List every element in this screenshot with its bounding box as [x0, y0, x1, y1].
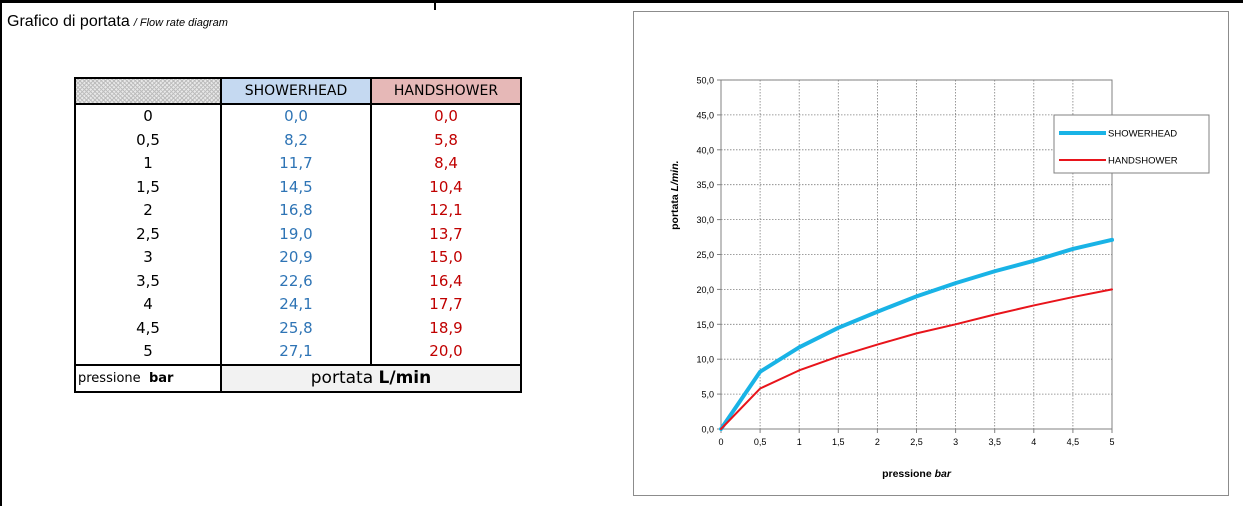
x-axis-label-unit: bar	[935, 468, 952, 480]
legend-label: SHOWERHEAD	[1108, 129, 1177, 140]
y-axis-label-unit: L/min.	[669, 160, 681, 191]
showerhead-cell: 0,0	[221, 104, 372, 129]
handshower-cell: 5,8	[371, 128, 522, 152]
showerhead-cell: 27,1	[221, 340, 372, 366]
header-hatch-cell	[74, 77, 222, 105]
flow-label: portata	[310, 367, 374, 388]
showerhead-cell: 11,7	[221, 152, 372, 176]
flow-rate-table: SHOWERHEAD HANDSHOWER 0 0,0 0,0 0,5 8,2 5,8 1 1…	[74, 77, 522, 393]
legend-box	[1053, 114, 1210, 174]
table-row: 4,5 25,8 18,9	[74, 316, 522, 340]
y-tick-label: 20,0	[696, 285, 714, 295]
showerhead-cell: 19,0	[221, 222, 372, 246]
footer-pressure: pressione bar	[74, 363, 222, 393]
chart-container: 0,0 5,0 10,0 15,0 20,0 25,0 30,0 35,0 40,0 45,0 50…	[633, 11, 1229, 496]
header-showerhead: SHOWERHEAD	[220, 77, 372, 105]
y-tick-label: 40,0	[696, 145, 714, 155]
x-tick-label: 5	[1109, 437, 1114, 447]
handshower-cell: 10,4	[371, 175, 522, 199]
table-row: 5 27,1 20,0	[74, 340, 522, 366]
pressure-cell: 2	[74, 199, 222, 223]
x-tick-label: 1,5	[832, 437, 845, 447]
x-tick-label: 4	[1031, 437, 1036, 447]
y-tick-label: 30,0	[696, 215, 714, 225]
handshower-cell: 12,1	[371, 199, 522, 223]
x-tick-label: 3,5	[988, 437, 1001, 447]
pressure-label: pressione	[78, 370, 141, 386]
showerhead-cell: 24,1	[221, 293, 372, 317]
y-tick-label: 10,0	[696, 355, 714, 365]
handshower-cell: 8,4	[371, 152, 522, 176]
handshower-cell: 0,0	[371, 104, 522, 129]
x-axis-label-main: pressione	[882, 468, 932, 480]
handshower-cell: 17,7	[371, 293, 522, 317]
x-tick-label: 2	[875, 437, 880, 447]
handshower-cell: 18,9	[371, 316, 522, 340]
table-body: 0 0,0 0,0 0,5 8,2 5,8 1 11,7 8,4 1,5 14,5 10,4 2 16,8…	[74, 104, 522, 366]
table-row: 3 20,9 15,0	[74, 246, 522, 270]
y-axis-label-main: portata	[669, 194, 681, 230]
table-row: 2 16,8 12,1	[74, 199, 522, 223]
pressure-cell: 1	[74, 152, 222, 176]
table-row: 4 24,1 17,7	[74, 293, 522, 317]
x-tick-label: 3	[953, 437, 958, 447]
pressure-cell: 5	[74, 340, 222, 366]
handshower-cell: 15,0	[371, 246, 522, 270]
legend-label: HANDSHOWER	[1108, 156, 1178, 167]
pressure-cell: 3	[74, 246, 222, 270]
cell-divider	[434, 0, 436, 10]
header-handshower: HANDSHOWER	[370, 77, 522, 105]
flow-unit: L/min	[378, 367, 432, 388]
showerhead-cell: 16,8	[221, 199, 372, 223]
x-axis-label: pressione bar	[882, 468, 952, 480]
flow-rate-chart: 0,05,010,015,020,025,030,035,040,045,050…	[669, 76, 1210, 480]
table-row: 1 11,7 8,4	[74, 152, 522, 176]
x-tick-label: 4,5	[1067, 437, 1080, 447]
x-tick-label: 0	[718, 437, 723, 447]
pressure-cell: 0,5	[74, 128, 222, 152]
y-tick-label: 35,0	[696, 180, 714, 190]
pressure-cell: 1,5	[74, 175, 222, 199]
y-tick-label: 25,0	[696, 250, 714, 260]
showerhead-cell: 8,2	[221, 128, 372, 152]
x-tick-label: 1	[797, 437, 802, 447]
y-tick-label: 0,0	[701, 425, 714, 435]
showerhead-cell: 22,6	[221, 269, 372, 293]
pressure-cell: 4,5	[74, 316, 222, 340]
y-axis-label: portata L/min.	[669, 160, 681, 230]
showerhead-cell: 20,9	[221, 246, 372, 270]
showerhead-cell: 14,5	[221, 175, 372, 199]
y-tick-label: 15,0	[696, 320, 714, 330]
y-tick-label: 50,0	[696, 76, 714, 86]
handshower-cell: 20,0	[371, 340, 522, 366]
table-footer-row: pressione bar portata L/min	[74, 363, 522, 393]
title-text: Grafico di portata	[7, 13, 130, 30]
x-tick-label: 0,5	[754, 437, 767, 447]
pressure-cell: 0	[74, 104, 222, 129]
table-row: 0 0,0 0,0	[74, 104, 522, 129]
pressure-cell: 3,5	[74, 269, 222, 293]
subtitle-text: / Flow rate diagram	[133, 17, 228, 29]
footer-flow: portata L/min	[220, 363, 522, 393]
showerhead-cell: 25,8	[221, 316, 372, 340]
pressure-cell: 2,5	[74, 222, 222, 246]
pressure-cell: 4	[74, 293, 222, 317]
table-row: 2,5 19,0 13,7	[74, 222, 522, 246]
table-row: 1,5 14,5 10,4	[74, 175, 522, 199]
page-title: Grafico di portata / Flow rate diagram	[7, 13, 228, 31]
y-tick-label: 45,0	[696, 110, 714, 120]
table-row: 0,5 8,2 5,8	[74, 128, 522, 152]
table-header-row: SHOWERHEAD HANDSHOWER	[74, 77, 522, 105]
x-tick-label: 2,5	[910, 437, 923, 447]
handshower-cell: 16,4	[371, 269, 522, 293]
table-row: 3,5 22,6 16,4	[74, 269, 522, 293]
pressure-unit: bar	[148, 370, 174, 386]
y-tick-label: 5,0	[701, 390, 714, 400]
handshower-cell: 13,7	[371, 222, 522, 246]
top-border	[0, 0, 1243, 3]
